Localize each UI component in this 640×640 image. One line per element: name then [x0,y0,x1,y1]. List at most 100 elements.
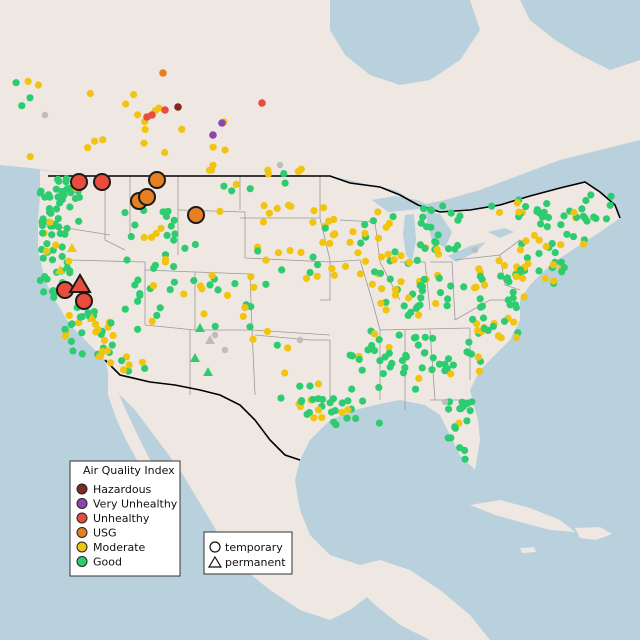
monitor-point [344,406,352,414]
monitor-point [106,359,115,367]
monitor-point [314,406,323,414]
monitor-point [138,358,146,366]
monitor-point [557,241,565,249]
monitor-point [542,242,550,251]
monitor-point [24,77,32,85]
monitor-point [309,218,317,226]
legend-label: Moderate [93,541,146,554]
monitor-point [388,359,396,367]
monitor-point [338,399,346,407]
aqi-hotspot-marker [148,171,166,189]
monitor-point [58,243,66,251]
legend-swatch [76,512,88,524]
monitor-point [296,336,304,344]
aqi-hotspot-marker [187,206,205,224]
monitor-point [149,282,158,290]
monitor-point [151,261,159,269]
monitor-point [273,341,281,349]
monitor-point [318,414,326,422]
permanent-monitor-marker [67,243,77,252]
lake-erie [448,242,486,262]
monitor-point [281,179,289,187]
monitor-point [265,209,273,217]
monitor-point [91,320,100,328]
monitor-point [310,414,318,422]
monitor-point [136,291,144,299]
monitor-point [319,204,328,212]
monitor-point [286,247,294,255]
monitor-point [355,355,363,363]
monitor-point [148,111,156,119]
monitor-point [208,271,216,279]
monitor-point [167,222,175,230]
monitor-point [123,256,131,264]
monitor-point [500,317,509,325]
monitor-point [278,266,286,274]
monitor-point [558,268,566,276]
monitor-point [313,272,321,280]
monitor-point [346,351,354,359]
monitor-point [91,137,99,145]
monitor-point [451,424,459,432]
monitor-point [569,233,578,241]
monitor-point [249,335,257,343]
monitor-point [61,332,69,340]
permanent-triangle-icon [207,555,223,568]
monitor-point [418,287,426,295]
monitor-point [503,274,512,282]
monitor-point [62,178,70,186]
monitor-point [58,252,66,261]
monitor-point [371,330,379,338]
monitor-point [429,354,437,362]
monitor-point [148,317,156,325]
monitor-point [331,230,339,238]
monitor-point [504,296,512,304]
monitor-point [535,267,543,275]
monitor-point [170,278,178,286]
monitor-point [606,201,614,209]
permanent-monitor-marker [55,265,65,274]
monitor-point [488,202,496,210]
monitor-point [358,366,366,374]
monitor-point [415,374,423,382]
monitor-point [108,341,116,349]
monitor-point [134,325,142,333]
monitor-point [530,231,539,239]
monitor-point [152,229,160,238]
monitor-point [443,302,451,310]
monitor-point [12,79,20,87]
aqi-hotspot-marker [75,292,93,310]
monitor-point [512,273,520,281]
monitor-point [368,280,376,288]
monitor-point [495,208,504,217]
monitor-point [141,125,149,134]
lake-huron [425,212,452,248]
monitor-point [509,288,517,296]
legend-label: Very Unhealthy [93,498,178,511]
monitor-point [48,287,57,296]
monitor-point [476,272,484,280]
monitor-point [221,346,229,354]
monitor-point [162,255,170,264]
monitor-point [34,81,43,89]
legend-label: Good [93,556,122,569]
monitor-point [161,148,169,157]
monitor-point [376,269,385,277]
monitor-point [543,223,551,231]
monitor-point [314,261,322,269]
monitor-point [587,191,595,199]
monitor-point [445,245,453,253]
monitor-point [520,293,528,301]
aqi-points-layer [12,69,615,463]
monitor-point [472,283,480,291]
monitor-point [246,323,254,331]
monitor-point [389,213,397,221]
monitor-point [310,207,318,215]
monitor-point [134,297,142,305]
monitor-point [519,274,527,282]
monitor-point [535,236,543,244]
monitor-point [582,196,590,205]
monitor-point [263,327,272,336]
permanent-monitor-marker [205,335,215,344]
